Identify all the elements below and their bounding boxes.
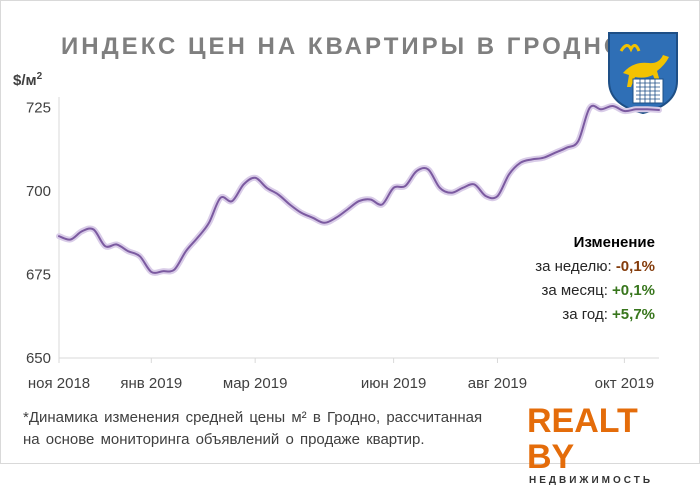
change-week: за неделю: -0,1%	[535, 255, 655, 279]
y-axis-unit: $/м2	[13, 71, 42, 89]
series-group	[56, 102, 662, 276]
change-week-label: за неделю:	[535, 258, 612, 275]
logo-main-text: REALT BY	[527, 402, 638, 476]
plot-frame	[58, 97, 659, 359]
y-tick-label: 675	[26, 267, 51, 284]
x-tick-label: мар 2019	[223, 375, 288, 392]
footnote: *Динамика изменения средней цены м² в Гр…	[23, 407, 533, 451]
change-year-label: за год:	[562, 306, 608, 323]
change-year-value: +5,7%	[612, 306, 655, 323]
x-tick-label: окт 2019	[595, 375, 654, 392]
x-tick-label: янв 2019	[120, 375, 182, 392]
y-tick-label: 700	[26, 183, 51, 200]
change-header: Изменение	[573, 234, 655, 251]
change-year: за год: +5,7%	[535, 303, 655, 327]
change-month-value: +0,1%	[612, 282, 655, 299]
y-tick-label: 725	[26, 100, 51, 117]
logo-sub-text: НЕДВИЖИМОСТЬ	[529, 475, 654, 486]
footnote-line-2: на основе мониторинга объявлений о прода…	[23, 431, 425, 448]
footnote-line-1: *Динамика изменения средней цены м² в Гр…	[23, 409, 483, 426]
coat-of-arms-icon	[608, 32, 678, 115]
x-tick-label: июн 2019	[361, 375, 426, 392]
unit-sup: 2	[36, 71, 43, 82]
change-month: за месяц: +0,1%	[535, 279, 655, 303]
change-summary: Изменение за неделю: -0,1% за месяц: +0,…	[535, 231, 655, 327]
change-week-value: -0,1%	[615, 258, 655, 275]
x-axis: ноя 2018 янв 2019 мар 2019 июн 2019 авг 2019…	[28, 358, 654, 392]
y-axis: 650 675 700 725	[26, 100, 51, 367]
change-month-label: за месяц:	[541, 282, 608, 299]
unit-text: $/м	[13, 72, 37, 89]
x-tick-label: ноя 2018	[28, 375, 90, 392]
price-index-chart: 650 675 700 725 ноя 2018 янв 2019 мар 2019 июн…	[26, 97, 662, 392]
realt-logo[interactable]: REALT BY НЕДВИЖИМОСТЬ	[527, 403, 677, 486]
x-tick-label: авг 2019	[468, 375, 527, 392]
chart-title: ИНДЕКС ЦЕН НА КВАРТИРЫ В ГРОДНО	[61, 33, 626, 60]
y-tick-label: 650	[26, 350, 51, 367]
series-line	[58, 104, 660, 274]
